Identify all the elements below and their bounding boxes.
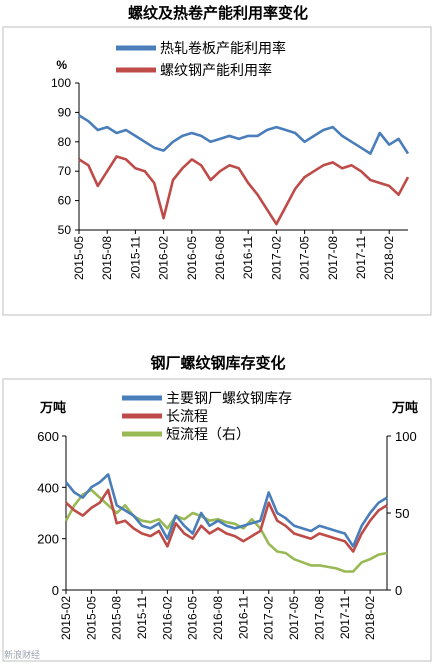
chart2-x-tick-label: 2015-11 <box>135 596 149 639</box>
chart1-x-tick-label: 2017-08 <box>326 236 340 280</box>
chart1-legend-label: 热轧卷板产能利用率 <box>160 40 286 57</box>
chart2-series-line <box>65 488 388 553</box>
chart1-x-tick-label: 2016-02 <box>157 236 171 280</box>
chart1-utilization: 50 60 70 80 90 100% 2015-05 2015-08 2015-11 2016-… <box>2 26 432 316</box>
chart1-x-tick-label: 2015-05 <box>72 236 86 280</box>
chart2-x-tick-label: 2015-05 <box>84 596 98 640</box>
chart2-x-tick-label: 2015-08 <box>110 596 124 640</box>
chart1-y-tick-label: 80 <box>58 135 72 149</box>
chart2-left-tick-label: 200 <box>37 532 59 547</box>
chart2-series-line <box>64 473 388 548</box>
chart1-series-line <box>78 155 410 226</box>
chart2-legend-label: 长流程 <box>166 409 208 425</box>
chart2-left-tick-label: 0 <box>52 583 59 598</box>
chart1-y-tick-label: 70 <box>58 164 72 178</box>
chart1-x-tick-label: 2018-02 <box>382 236 396 280</box>
chart2-right-unit-label: 万吨 <box>391 400 418 416</box>
chart1-series-line <box>78 114 410 155</box>
chart2-x-tick-label: 2018-02 <box>363 596 377 640</box>
chart2-x-tick-label: 2017-05 <box>287 596 301 640</box>
chart1-x-tick-label: 2015-08 <box>100 236 114 280</box>
chart2-x-tick-label: 2016-02 <box>160 596 174 640</box>
chart1-x-tick-label: 2016-05 <box>185 236 199 280</box>
chart2-x-tick-label: 2015-02 <box>59 596 73 640</box>
chart2-x-tick-label: 2017-11 <box>338 596 352 639</box>
chart1-x-tick-label: 2015-11 <box>128 236 142 279</box>
chart1-x-tick-label: 2016-11 <box>241 236 255 279</box>
chart2-x-tick-label: 2017-08 <box>312 596 326 640</box>
chart2-left-tick-label: 600 <box>37 429 59 444</box>
chart2-x-tick-label: 2016-05 <box>186 596 200 640</box>
chart1-x-tick-label: 2016-08 <box>213 236 227 280</box>
chart2-legend-label: 主要钢厂螺纹钢库存 <box>166 391 292 407</box>
chart1-y-tick-label: 100 <box>51 76 71 90</box>
chart2-title: 钢厂螺纹钢库存变化 <box>150 354 286 372</box>
chart2-x-tick-label: 2017-02 <box>262 596 276 640</box>
chart1-y-tick-label: 50 <box>58 223 72 237</box>
chart2-x-tick-label: 2016-11 <box>236 596 250 639</box>
chart2-series-line <box>64 488 388 573</box>
watermark: 新浪财经 <box>4 651 41 661</box>
chart2-left-unit-label: 万吨 <box>39 400 66 416</box>
chart1-y-tick-label: 90 <box>58 105 72 119</box>
chart1-x-tick-label: 2017-02 <box>269 236 283 280</box>
chart1-legend-label: 螺纹钢产能利用率 <box>160 62 272 79</box>
chart1-y-label: % <box>56 58 67 72</box>
chart2-right-tick-label: 50 <box>395 506 409 521</box>
chart1-y-tick-label: 60 <box>58 194 72 208</box>
chart2-legend-label: 短流程（右） <box>166 427 250 443</box>
chart2-right-tick-label: 0 <box>395 583 402 598</box>
chart1-x-tick-label: 2017-11 <box>354 236 368 279</box>
chart1-title: 螺纹及热卷产能利用率变化 <box>127 4 308 22</box>
chart1-x-tick-label: 2017-05 <box>298 236 312 280</box>
chart2-x-tick-label: 2016-08 <box>211 596 225 640</box>
chart2-right-tick-label: 100 <box>395 429 417 444</box>
chart2-inventory: 0 200 400 600 0 50 100 万吨 万吨 2015-02 2015-05 2015-0… <box>2 378 432 662</box>
chart2-left-tick-label: 400 <box>37 480 59 495</box>
